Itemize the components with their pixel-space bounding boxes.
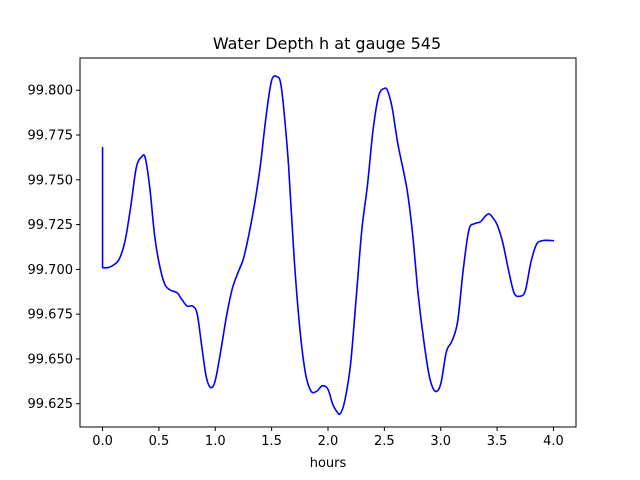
y-tick-label: 99.700 xyxy=(28,263,74,278)
x-tick-label: 3.0 xyxy=(430,434,451,449)
x-tick-label: 0.5 xyxy=(149,434,170,449)
y-axis-ticks: 99.625 99.650 99.675 99.700 99.725 99.750 99.7… xyxy=(28,84,80,412)
y-tick-label: 99.625 xyxy=(28,397,74,412)
x-tick-label: 2.0 xyxy=(318,434,339,449)
y-tick-label: 99.800 xyxy=(28,84,74,99)
x-tick-label: 1.0 xyxy=(205,434,226,449)
y-tick-label: 99.775 xyxy=(28,129,74,144)
x-axis-ticks: 0.0 0.5 1.0 1.5 2.0 2.5 3.0 3.5 4.0 xyxy=(92,427,564,449)
x-tick-label: 0.0 xyxy=(92,434,113,449)
x-tick-label: 3.5 xyxy=(487,434,508,449)
y-tick-label: 99.675 xyxy=(28,308,74,323)
x-tick-label: 2.5 xyxy=(374,434,395,449)
chart-title: Water Depth h at gauge 545 xyxy=(213,34,441,53)
plot-area-frame xyxy=(79,57,577,428)
x-tick-label: 1.5 xyxy=(261,434,282,449)
y-tick-label: 99.750 xyxy=(28,173,74,188)
x-tick-label: 4.0 xyxy=(543,434,564,449)
y-tick-label: 99.725 xyxy=(28,218,74,233)
x-axis-label: hours xyxy=(310,456,347,471)
y-tick-label: 99.650 xyxy=(28,352,74,367)
series-line xyxy=(101,75,555,416)
